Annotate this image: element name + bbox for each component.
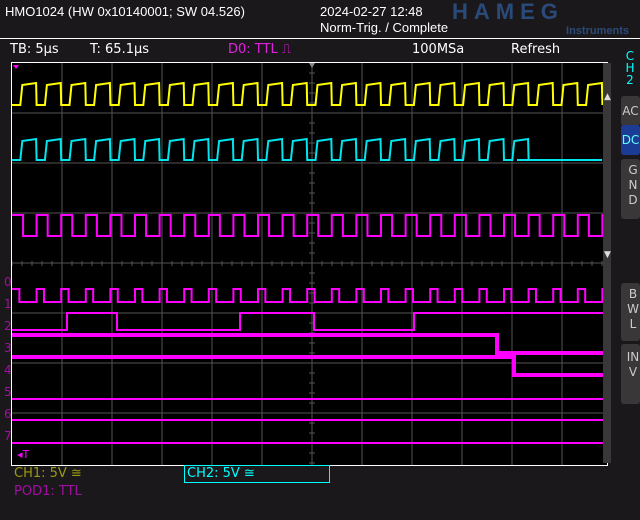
digital-d3-waveform: [12, 333, 607, 355]
acquisition-mode[interactable]: Refresh: [511, 42, 561, 57]
digital-d0-waveform: [12, 214, 607, 237]
logo-subtext: Instruments: [566, 25, 629, 37]
digital-offset-marker: [13, 65, 19, 69]
digital-d1-waveform: [12, 288, 607, 303]
waveform-display[interactable]: ◂T: [11, 62, 608, 466]
ch2-waveform: [12, 137, 602, 161]
trigger-time-marker: ◂T: [17, 448, 30, 461]
digital-channel-label-6: 6: [4, 407, 12, 421]
digital-channel-label-4: 4: [4, 363, 12, 377]
header-divider: [0, 38, 640, 39]
bwl-button[interactable]: BWL: [621, 283, 640, 341]
trigger-source[interactable]: D0: TTL ⎍: [228, 42, 291, 57]
logo-text: HAMEG: [452, 0, 564, 24]
ch1-waveform: [12, 81, 604, 106]
hameg-logo: HAMEG Instruments: [452, 0, 637, 38]
ch1-scale[interactable]: CH1: 5V ≅: [14, 466, 82, 481]
digital-channel-label-2: 2: [4, 319, 12, 333]
device-title: HMO1024 (HW 0x10140001; SW 04.526): [5, 4, 245, 19]
digital-channel-label-1: 1: [4, 297, 12, 311]
vertical-scrollbar[interactable]: [603, 63, 611, 463]
scroll-down-icon[interactable]: ▼: [604, 250, 611, 260]
digital-d4-waveform: [12, 355, 607, 377]
invert-button[interactable]: INV: [621, 344, 640, 404]
datetime: 2024-02-27 12:48: [320, 4, 423, 19]
digital-channel-label-0: 0: [4, 275, 12, 289]
side-channel-label: CH2: [625, 49, 635, 87]
digital-channel-label-3: 3: [4, 341, 12, 355]
acquisition-status: Norm-Trig. / Complete: [320, 20, 449, 35]
digital-channel-label-7: 7: [4, 429, 12, 443]
pod1-setting[interactable]: POD1: TTL: [14, 484, 82, 499]
coupling-gnd-button[interactable]: GND: [621, 159, 640, 219]
ch2-scale[interactable]: CH2: 5V ≅: [184, 465, 330, 483]
trigger-time[interactable]: T: 65.1µs: [90, 42, 150, 57]
trigger-position-marker: [309, 63, 315, 68]
coupling-dc-button[interactable]: DC: [621, 125, 640, 155]
digital-channel-label-5: 5: [4, 385, 12, 399]
digital-d2-waveform: [12, 312, 607, 331]
sample-rate: 100MSa: [412, 42, 465, 57]
timebase[interactable]: TB: 5µs: [10, 42, 59, 57]
waveform-canvas: ◂T: [12, 63, 607, 465]
coupling-ac-button[interactable]: AC: [621, 96, 640, 126]
scroll-up-icon[interactable]: ▲: [604, 92, 611, 102]
